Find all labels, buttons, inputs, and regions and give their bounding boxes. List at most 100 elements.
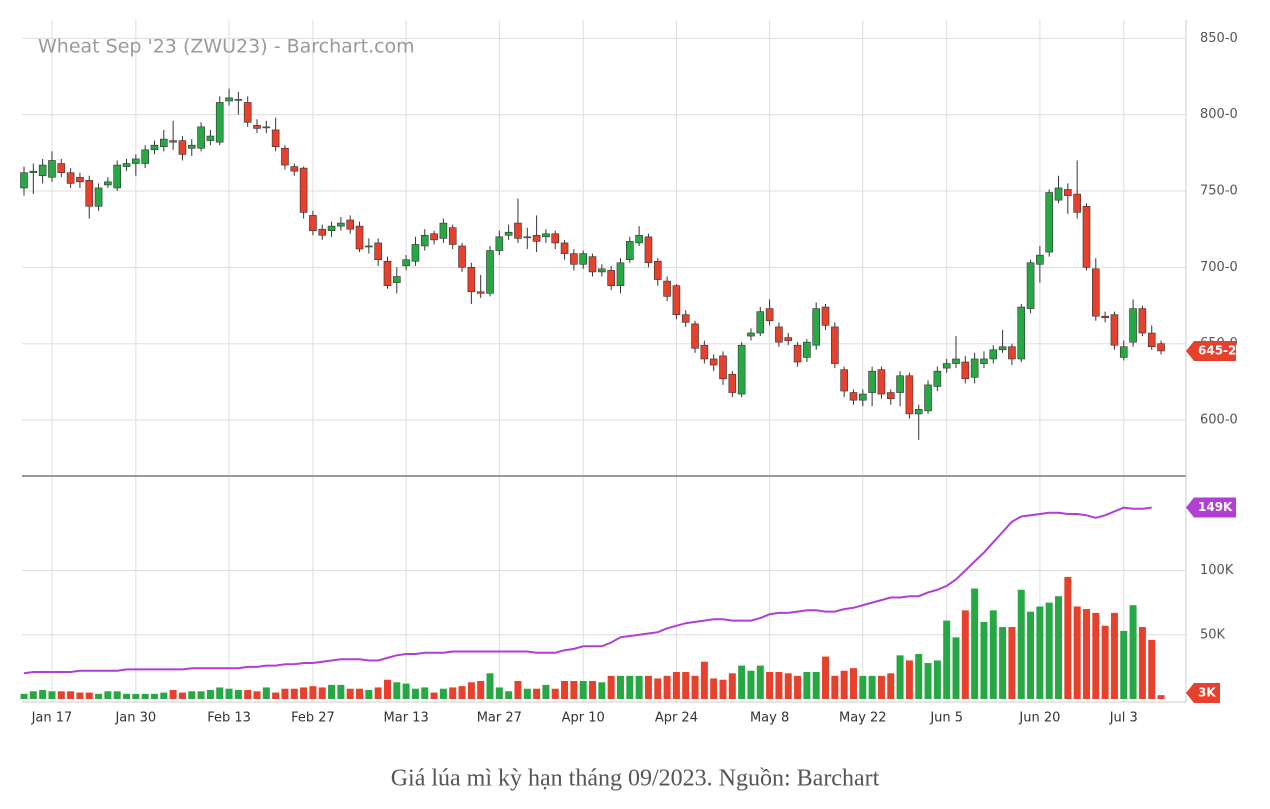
volume-bar [132, 693, 140, 699]
candle-body [122, 163, 131, 167]
candle-body [644, 236, 653, 264]
candle-body [942, 363, 951, 369]
candle-body [542, 233, 550, 238]
candle-body [989, 349, 998, 360]
volume-bar [561, 681, 569, 699]
candle-body [681, 314, 690, 323]
x-tick-label: May 8 [750, 711, 789, 726]
volume-bar [328, 684, 336, 699]
volume-bar [896, 655, 904, 699]
candle-body [523, 236, 532, 239]
candle-body [48, 160, 56, 178]
y-tick-label: 850-0 [1200, 31, 1238, 46]
volume-bar [1120, 630, 1128, 699]
volume-bar [803, 672, 811, 699]
last-volume-tag [1186, 683, 1220, 703]
volume-bar [76, 692, 84, 699]
volume-bar [309, 686, 317, 699]
candle-body [420, 234, 429, 247]
candle-body [831, 326, 839, 364]
volume-bar [1110, 612, 1118, 699]
candle-body [309, 215, 317, 232]
candle-body [998, 346, 1007, 351]
volume-bar [1148, 639, 1156, 699]
volume-bar [383, 679, 391, 699]
candle-body [1017, 306, 1026, 360]
volume-bar [579, 681, 587, 699]
volume-bar [812, 672, 820, 699]
candle-body [793, 344, 802, 363]
volume-bar [1045, 602, 1053, 699]
candle-body [924, 384, 932, 412]
candle-body [737, 344, 746, 395]
volume-bar [1064, 576, 1072, 699]
last-price-tag [1186, 340, 1236, 361]
candle-body [94, 187, 103, 207]
volume-bar [48, 691, 56, 699]
candle-body [896, 375, 904, 393]
volume-bar [971, 588, 979, 699]
candle-body [132, 158, 140, 164]
last-price-label: 645-2 [1198, 343, 1236, 357]
volume-bar [253, 691, 261, 699]
volume-bar [831, 675, 839, 699]
candle-body [355, 225, 364, 250]
x-tick-label: Mar 13 [384, 711, 429, 726]
volume-bar [39, 690, 47, 699]
candle-body [570, 253, 578, 265]
volume-bar [989, 610, 997, 699]
candle-body [579, 253, 588, 265]
candle-body [1138, 308, 1147, 334]
candle-body [1082, 205, 1091, 268]
candle-body [281, 147, 289, 166]
volume-bar [467, 682, 475, 699]
y-tick-label: 800-0 [1200, 107, 1238, 122]
candle-body [113, 164, 121, 189]
volume-bar [1073, 606, 1081, 699]
y-tick-label: 50K [1200, 627, 1226, 642]
candle-body [775, 326, 783, 343]
volume-bar [849, 668, 857, 699]
candle-body [1064, 189, 1072, 196]
candle-body [1101, 315, 1109, 319]
candle-body [980, 358, 988, 364]
volume-bar [300, 687, 308, 699]
candle-body [402, 259, 410, 267]
volume-bar [523, 688, 531, 699]
volume-bar [346, 688, 354, 699]
candle-body [318, 228, 327, 236]
volume-bar [356, 688, 364, 699]
volume-bar [598, 682, 606, 699]
volume-bar [1036, 606, 1044, 699]
volume-bar [411, 688, 419, 699]
volume-bar [85, 692, 93, 699]
candle-body [653, 260, 662, 280]
candle-body [29, 170, 38, 173]
volume-bar [160, 692, 168, 699]
volume-bar [197, 691, 205, 699]
volume-bar [290, 688, 298, 699]
volume-bar [766, 672, 774, 699]
candle-body [271, 129, 280, 148]
candle-body [411, 244, 420, 262]
candle-body [346, 219, 355, 230]
volume-bar [607, 675, 615, 699]
candle-body [784, 337, 793, 341]
candle-body [588, 256, 597, 273]
volume-bar [188, 691, 196, 699]
volume-bar [449, 687, 457, 699]
volume-bar [616, 675, 624, 699]
candle-body [365, 245, 373, 248]
volume-bar [1027, 611, 1035, 699]
x-tick-label: Apr 24 [655, 711, 698, 726]
volume-bar [123, 693, 131, 699]
volume-bar [589, 681, 597, 699]
volume-bar [672, 672, 680, 699]
volume-bar [840, 670, 848, 699]
candle-body [20, 172, 28, 189]
volume-bar [915, 654, 923, 699]
candle-body [337, 222, 345, 227]
candle-body [765, 308, 774, 322]
volume-bar [95, 693, 103, 699]
